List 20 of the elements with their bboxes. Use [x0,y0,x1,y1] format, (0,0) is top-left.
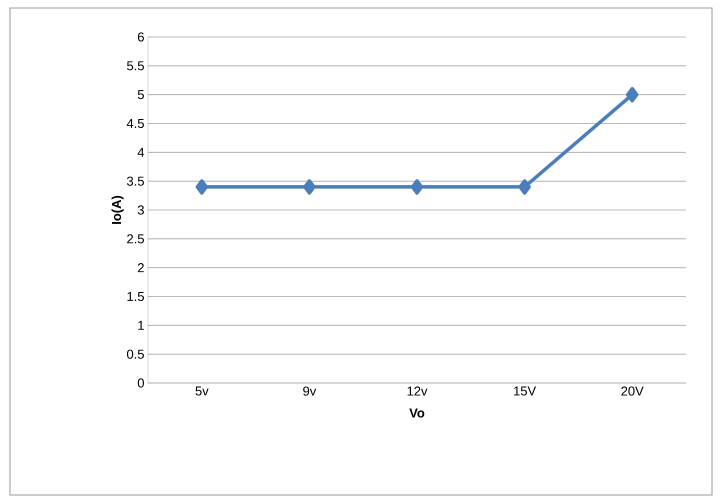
y-tick-label: 5 [138,90,144,100]
x-tick-label: 12v [408,386,428,396]
x-tick-label: 9v [303,386,316,396]
y-axis-title: Io(A) [112,196,124,224]
x-tick-label: 5v [195,386,209,396]
y-tick-label: 1 [138,320,144,330]
x-tick-label: 20V [621,386,644,396]
y-tick-label: 4 [138,148,144,157]
y-tick-label: 0 [138,378,144,388]
y-tick-label: 2 [138,263,144,272]
y-tick-label: 2.5 [127,234,144,244]
y-tick-label: 1.5 [127,292,144,302]
y-tick-label: 5.5 [126,61,144,70]
y-tick-label: 4.5 [126,118,144,128]
y-tick-label: 6 [138,32,144,42]
y-tick-label: 3.5 [126,176,144,186]
x-axis-title: Vo [409,408,424,418]
x-tick-label: 15V [514,386,536,396]
y-tick-label: 3 [138,205,144,215]
y-tick-label: 0.5 [126,350,144,359]
